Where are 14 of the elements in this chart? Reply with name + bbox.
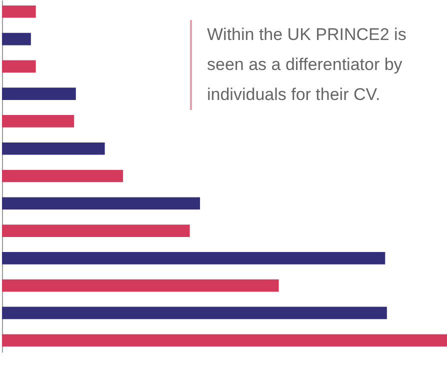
bar: [2, 5, 36, 18]
bar: [2, 306, 387, 320]
bar: [2, 197, 200, 210]
bar: [2, 170, 124, 182]
bar: [2, 279, 279, 292]
bar: [2, 252, 386, 264]
bar: [2, 142, 105, 155]
bar: [2, 60, 36, 73]
bar: [2, 224, 190, 237]
bar: [2, 334, 447, 347]
bar: [2, 32, 31, 46]
annotation: Within the UK PRINCE2 is seen as a differentiator by individuals for their CV.: [207, 24, 408, 106]
bar: [2, 115, 74, 128]
bar: [2, 88, 76, 100]
